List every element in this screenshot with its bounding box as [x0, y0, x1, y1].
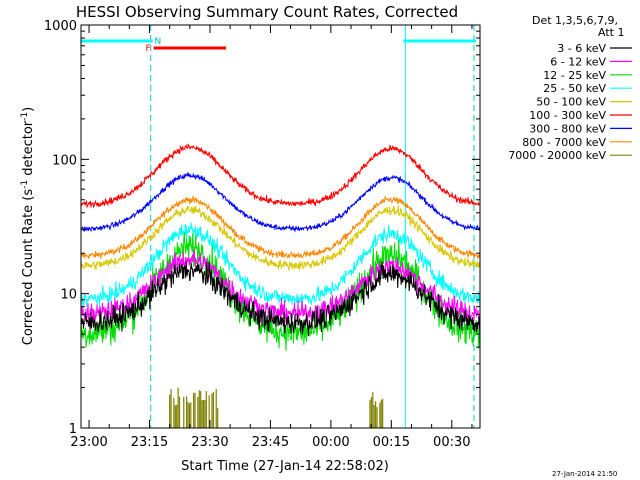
series-line: [80, 249, 481, 328]
y-axis: 1 10 100 1000: [44, 19, 480, 437]
y-tick-label: 10: [60, 288, 77, 303]
y-axis-label: Corrected Count Rate (s-1 detector-1): [20, 107, 36, 345]
legend-header-1: Det 1,3,5,6,7,9,: [532, 14, 618, 27]
x-tick-label: 23:15: [131, 435, 168, 450]
series-line: [80, 261, 481, 337]
x-tick-label: 23:30: [191, 435, 228, 450]
x-axis: 23:00 23:15 23:30 23:45 00:00 00:15 00:30: [70, 25, 473, 450]
series-line: [80, 205, 481, 272]
legend-label: 50 - 100 keV: [536, 96, 606, 109]
x-tick-label: 00:00: [312, 435, 349, 450]
legend-label: 7000 - 20000 keV: [508, 149, 606, 162]
status-bar-label: F: [146, 44, 151, 54]
series-line: [80, 222, 481, 309]
chart-title: HESSI Observing Summary Count Rates, Cor…: [76, 3, 458, 21]
series-line: [80, 194, 481, 260]
x-tick-label: 23:00: [70, 435, 107, 450]
plot-frame: [80, 24, 481, 429]
x-tick-label: 00:15: [373, 435, 410, 450]
plot-area: NF: [80, 25, 481, 428]
x-tick-label: 23:45: [252, 435, 289, 450]
timestamp: 27-Jan-2014 21:50: [552, 470, 617, 478]
series-line: [80, 143, 481, 209]
status-bar-label: N: [155, 37, 162, 47]
series-line: [80, 171, 481, 233]
x-axis-label: Start Time (27-Jan-14 22:58:02): [181, 459, 389, 474]
y-tick-label: 1000: [44, 19, 77, 34]
legend-header-2: Att 1: [598, 26, 624, 39]
legend-label: 100 - 300 keV: [529, 109, 606, 122]
legend-label: 300 - 800 keV: [529, 122, 606, 135]
legend-label: 800 - 7000 keV: [522, 136, 606, 149]
legend-label: 12 - 25 keV: [543, 69, 606, 82]
legend-label: 3 - 6 keV: [557, 42, 606, 55]
legend-label: 6 - 12 keV: [550, 55, 606, 68]
y-tick-label: 1: [69, 422, 77, 437]
legend-label: 25 - 50 keV: [543, 82, 606, 95]
y-tick-label: 100: [52, 153, 77, 168]
x-tick-label: 00:30: [433, 435, 470, 450]
